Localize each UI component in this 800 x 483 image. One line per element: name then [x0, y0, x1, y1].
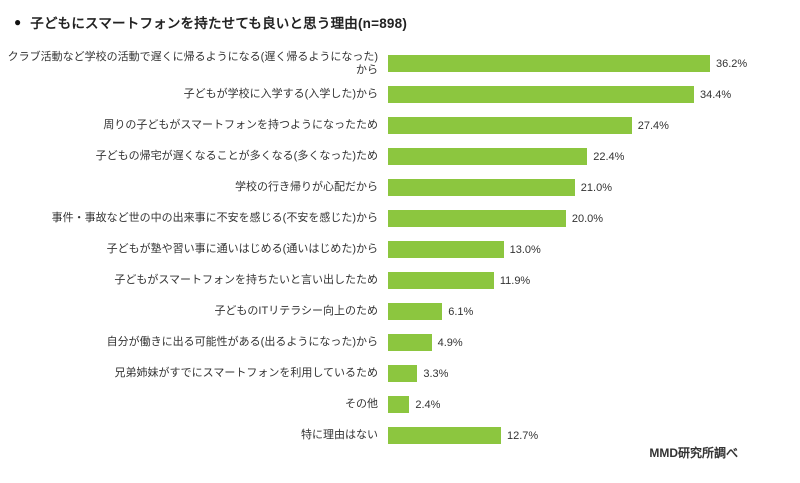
- chart-title-row: ● 子どもにスマートフォンを持たせても良いと思う理由(n=898): [0, 0, 800, 32]
- source-credit: MMD研究所調べ: [649, 446, 738, 460]
- value-label: 6.1%: [448, 305, 474, 318]
- bar-row: クラブ活動など学校の活動で遅くに帰るようになる(遅く帰るようになった)から 36…: [0, 48, 800, 79]
- category-label: 特に理由はない: [301, 429, 378, 442]
- bar-row: その他 2.4%: [0, 389, 800, 420]
- bar: [388, 334, 432, 351]
- bar-chart: クラブ活動など学校の活動で遅くに帰るようになる(遅く帰るようになった)から 36…: [0, 48, 800, 451]
- bar: [388, 210, 566, 227]
- bar: [388, 427, 501, 444]
- bar: [388, 148, 588, 165]
- bar-row: 兄弟姉妹がすでにスマートフォンを利用しているため 3.3%: [0, 358, 800, 389]
- bar-row: 子どもの帰宅が遅くなることが多くなる(多くなった)ため 22.4%: [0, 141, 800, 172]
- category-label: 子どものITリテラシー向上のため: [214, 305, 378, 318]
- value-label: 36.2%: [716, 57, 748, 70]
- bar: [388, 303, 443, 320]
- category-label: その他: [345, 398, 378, 411]
- value-label: 4.9%: [437, 336, 463, 349]
- value-label: 20.0%: [571, 212, 604, 225]
- bar-row: 事件・事故など世の中の出来事に不安を感じる(不安を感じた)から 20.0%: [0, 203, 800, 234]
- category-label: 学校の行き帰りが心配だから: [235, 181, 378, 194]
- bar: [388, 241, 504, 258]
- value-label: 3.3%: [423, 367, 449, 380]
- bar-row: 自分が働きに出る可能性がある(出るようになった)から 4.9%: [0, 327, 800, 358]
- category-label: クラブ活動など学校の活動で遅くに帰るようになる(遅く帰るようになった)から: [7, 50, 378, 76]
- category-label: 子どもの帰宅が遅くなることが多くなる(多くなった)ため: [95, 150, 378, 163]
- bar: [388, 179, 575, 196]
- bar: [388, 396, 410, 413]
- bar-row: 周りの子どもがスマートフォンを持つようになったため 27.4%: [0, 110, 800, 141]
- category-label: 子どもがスマートフォンを持ちたいと言い出したため: [114, 274, 378, 287]
- value-label: 22.4%: [593, 150, 625, 163]
- bar: [388, 55, 710, 72]
- category-label: 子どもが塾や習い事に通いはじめる(通いはじめた)から: [106, 243, 378, 256]
- bar-row: 特に理由はない 12.7%: [0, 420, 800, 451]
- value-label: 27.4%: [637, 119, 669, 132]
- value-label: 21.0%: [580, 181, 612, 194]
- bar-row: 学校の行き帰りが心配だから 21.0%: [0, 172, 800, 203]
- category-label: 周りの子どもがスマートフォンを持つようになったため: [103, 119, 378, 132]
- category-label: 事件・事故など世の中の出来事に不安を感じる(不安を感じた)から: [51, 212, 378, 225]
- category-label: 自分が働きに出る可能性がある(出るようになった)から: [106, 336, 378, 349]
- value-label: 13.0%: [509, 243, 541, 256]
- bar: [388, 272, 494, 289]
- value-label: 11.9%: [499, 274, 531, 287]
- bar-row: 子どもが塾や習い事に通いはじめる(通いはじめた)から 13.0%: [0, 234, 800, 265]
- bar: [388, 86, 694, 103]
- category-label: 子どもが学校に入学する(入学した)から: [183, 88, 378, 101]
- page-title: 子どもにスマートフォンを持たせても良いと思う理由(n=898): [30, 16, 408, 31]
- value-label: 12.7%: [506, 429, 539, 442]
- bar: [388, 365, 418, 382]
- bar-row: 子どものITリテラシー向上のため 6.1%: [0, 296, 800, 327]
- category-label: 兄弟姉妹がすでにスマートフォンを利用しているため: [114, 367, 378, 380]
- value-label: 34.4%: [699, 88, 732, 101]
- bullet-icon: ●: [14, 15, 22, 29]
- value-label: 2.4%: [415, 398, 441, 411]
- bar: [388, 117, 632, 134]
- bar-row: 子どもが学校に入学する(入学した)から 34.4%: [0, 79, 800, 110]
- bar-row: 子どもがスマートフォンを持ちたいと言い出したため 11.9%: [0, 265, 800, 296]
